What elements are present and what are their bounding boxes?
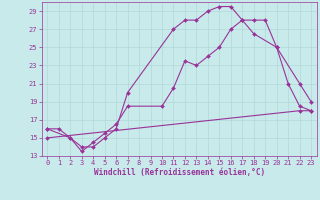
X-axis label: Windchill (Refroidissement éolien,°C): Windchill (Refroidissement éolien,°C) <box>94 168 265 177</box>
